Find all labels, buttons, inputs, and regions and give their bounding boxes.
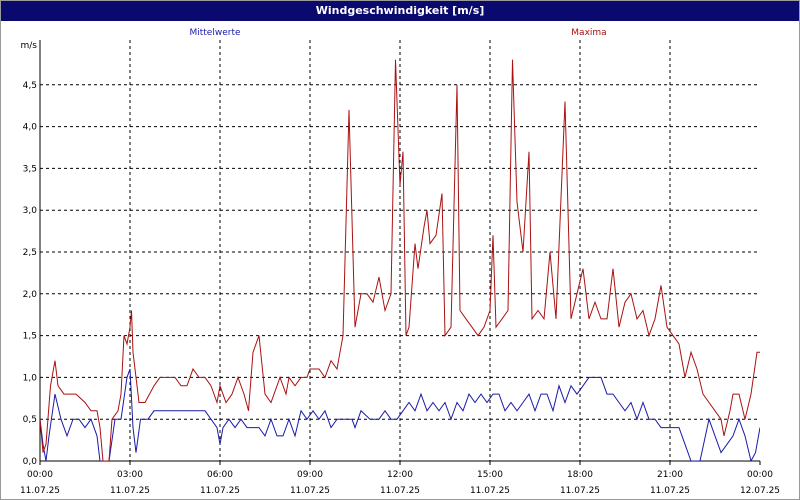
y-tick-label: 2,5 [23, 248, 37, 258]
x-tick-time: 00:00 [747, 470, 773, 480]
x-tick-time: 21:00 [657, 470, 683, 480]
x-tick-date: 11.07.25 [650, 486, 690, 496]
x-tick-time: 06:00 [207, 470, 233, 480]
y-tick-label: 1,0 [23, 373, 38, 383]
x-tick-time: 09:00 [297, 470, 323, 480]
y-axis-label: m/s [21, 41, 38, 51]
x-tick-time: 00:00 [27, 470, 53, 480]
y-tick-label: 0,5 [23, 415, 37, 425]
x-tick-date: 11.07.25 [20, 486, 60, 496]
x-tick-date: 11.07.25 [200, 486, 240, 496]
x-tick-time: 03:00 [117, 470, 143, 480]
series-line-mittelwerte [40, 368, 760, 461]
x-tick-date: 11.07.25 [560, 486, 600, 496]
series-line-maxima [40, 59, 760, 461]
y-tick-label: 4,0 [23, 123, 38, 133]
x-tick-date: 11.07.25 [470, 486, 510, 496]
x-tick-date: 11.07.25 [110, 486, 150, 496]
x-tick-time: 15:00 [477, 470, 503, 480]
x-tick-date: 12.07.25 [740, 486, 780, 496]
y-tick-label: 2,0 [23, 290, 38, 300]
chart-title: Windgeschwindigkeit [m/s] [1, 1, 799, 21]
y-tick-label: 3,0 [23, 206, 38, 216]
y-tick-label: 3,5 [23, 164, 37, 174]
y-tick-label: 0,0 [23, 457, 38, 467]
y-tick-label: 4,5 [23, 81, 37, 91]
legend-mittelwerte: Mittelwerte [189, 28, 240, 38]
y-tick-label: 1,5 [23, 332, 37, 342]
x-tick-time: 18:00 [567, 470, 593, 480]
x-tick-date: 11.07.25 [290, 486, 330, 496]
legend-maxima: Maxima [571, 28, 606, 38]
x-tick-time: 12:00 [387, 470, 413, 480]
x-tick-date: 11.07.25 [380, 486, 420, 496]
